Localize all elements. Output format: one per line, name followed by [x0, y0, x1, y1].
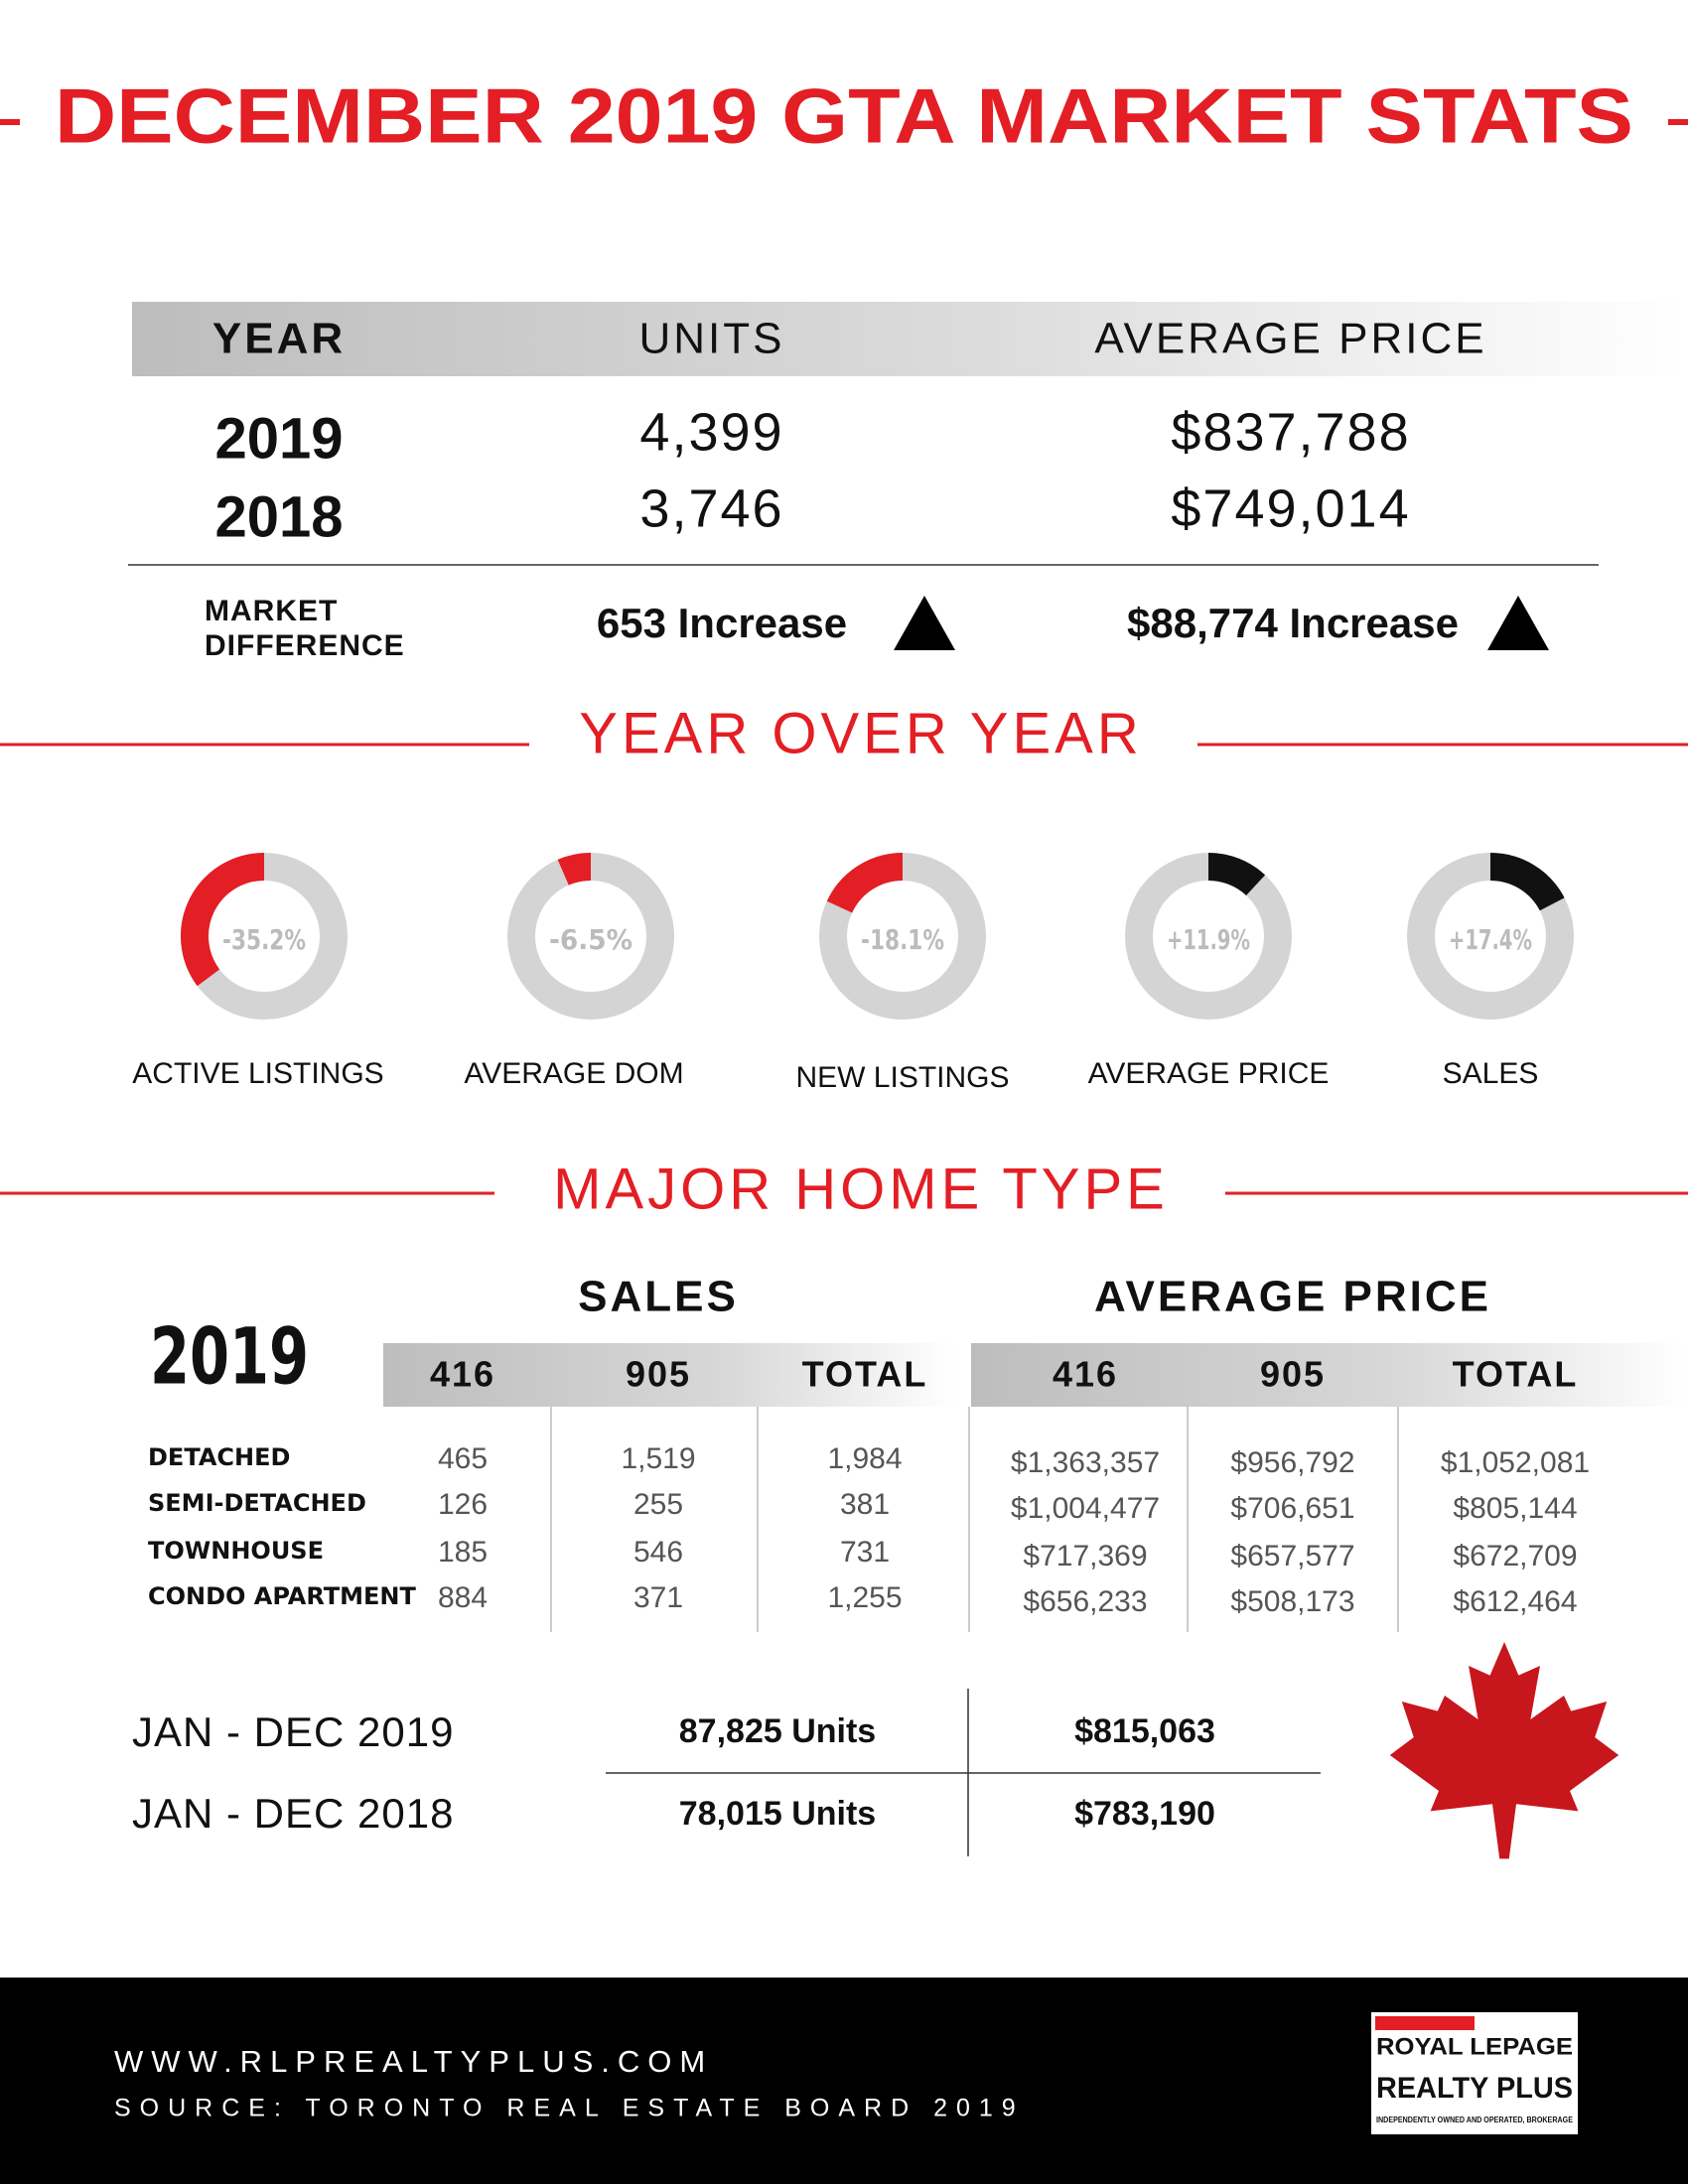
- column-header: UNITS: [639, 315, 785, 363]
- price-header-bar: [971, 1343, 1688, 1407]
- donut-category: ACTIVE LISTINGS: [132, 1057, 383, 1090]
- donut-value-label: -35.2%: [222, 923, 306, 956]
- annual-period: JAN - DEC 2018: [132, 1790, 454, 1837]
- price-cell: $717,369: [1023, 1540, 1147, 1572]
- donut-category: NEW LISTINGS: [795, 1061, 1009, 1094]
- sales-cell: 1,519: [621, 1442, 695, 1475]
- price-cell: $1,363,357: [1011, 1446, 1160, 1479]
- sales-cell: 1,255: [827, 1581, 902, 1614]
- price-cell: $672,709: [1453, 1540, 1577, 1572]
- sales-cell: 546: [633, 1536, 683, 1569]
- price-cell: $1,052,081: [1441, 1446, 1590, 1479]
- sales-cell: 465: [438, 1442, 488, 1475]
- home-type-label: DETACHED: [148, 1443, 290, 1471]
- difference-label: DIFFERENCE: [205, 629, 405, 662]
- sales-cell: 731: [840, 1536, 890, 1569]
- donut-category: AVERAGE DOM: [464, 1057, 683, 1090]
- header-bar: [132, 302, 1688, 376]
- logo-red-bar: [1375, 2016, 1475, 2030]
- donut-category: SALES: [1443, 1057, 1539, 1090]
- price-cell: $956,792: [1230, 1446, 1354, 1479]
- table-year: 2019: [150, 1312, 309, 1402]
- price-cell: $508,173: [1230, 1585, 1354, 1618]
- table-column-header: 416: [1053, 1354, 1118, 1395]
- column-header: YEAR: [212, 315, 346, 363]
- table-column-header: 905: [626, 1354, 691, 1395]
- donut-value-label: +11.9%: [1167, 923, 1250, 956]
- price-cell: $612,464: [1453, 1585, 1577, 1618]
- year-cell: 2018: [214, 484, 343, 549]
- year-cell: 2019: [214, 406, 343, 471]
- maple-leaf: [1389, 1642, 1619, 1859]
- value-cell: $749,014: [1171, 478, 1410, 538]
- sales-cell: 1,984: [827, 1442, 902, 1475]
- logo-box: [1371, 2012, 1578, 2134]
- price-cell: $656,233: [1023, 1585, 1147, 1618]
- home-type-label: TOWNHOUSE: [148, 1537, 324, 1565]
- sales-cell: 185: [438, 1536, 488, 1569]
- table-column-header: 416: [430, 1354, 495, 1395]
- donut-arc: [1489, 853, 1565, 911]
- sales-cell: 884: [438, 1581, 488, 1614]
- price-cell: $1,004,477: [1011, 1492, 1160, 1525]
- table-column-header: TOTAL: [802, 1354, 928, 1395]
- sales-cell: 255: [633, 1488, 683, 1521]
- sales-cell: 381: [840, 1488, 890, 1521]
- increase-arrow: [1487, 596, 1549, 650]
- logo-text: ROYAL LEPAGE: [1376, 2033, 1573, 2060]
- home-type-label: CONDO APARTMENT: [148, 1582, 416, 1610]
- sales-cell: 371: [633, 1581, 683, 1614]
- price-cell: $706,651: [1230, 1492, 1354, 1525]
- section-title: MAJOR HOME TYPE: [553, 1157, 1169, 1221]
- source: SOURCE: TORONTO REAL ESTATE BOARD 2019: [114, 2095, 1025, 2122]
- value-cell: 4,399: [639, 402, 783, 462]
- difference-value: $88,774 Increase: [1127, 600, 1459, 646]
- annual-price: $815,063: [1074, 1712, 1215, 1750]
- home-type-label: SEMI-DETACHED: [148, 1489, 366, 1517]
- page-title: DECEMBER 2019 GTA MARKET STATS: [55, 72, 1633, 160]
- annual-price: $783,190: [1074, 1795, 1215, 1833]
- annual-units: 87,825 Units: [679, 1712, 876, 1750]
- value-cell: $837,788: [1171, 402, 1410, 462]
- logo-text: REALTY PLUS: [1376, 2072, 1573, 2105]
- table-column-header: TOTAL: [1453, 1354, 1579, 1395]
- table-group-title: AVERAGE PRICE: [1094, 1273, 1491, 1321]
- donut-arc: [1207, 853, 1266, 896]
- table-dividers: [550, 1407, 1399, 1632]
- section-title: YEAR OVER YEAR: [579, 701, 1142, 765]
- donut-category: AVERAGE PRICE: [1088, 1057, 1330, 1090]
- sales-cell: 126: [438, 1488, 488, 1521]
- value-cell: 3,746: [639, 478, 783, 538]
- difference-value: 653 Increase: [597, 600, 847, 646]
- donut-value-label: -18.1%: [861, 923, 944, 956]
- donut-arc: [557, 853, 592, 886]
- website: WWW.RLPREALTYPLUS.COM: [114, 2044, 713, 2079]
- table-group-title: SALES: [578, 1273, 739, 1321]
- donut-value-label: +17.4%: [1449, 923, 1532, 956]
- logo-tagline: INDEPENDENTLY OWNED AND OPERATED, BROKER…: [1376, 2116, 1574, 2124]
- sales-header-bar: [383, 1343, 957, 1407]
- price-cell: $805,144: [1453, 1492, 1577, 1525]
- price-cell: $657,577: [1230, 1540, 1354, 1572]
- increase-arrow: [894, 596, 955, 650]
- donut-value-label: -6.5%: [549, 923, 633, 956]
- annual-units: 78,015 Units: [679, 1795, 876, 1833]
- annual-period: JAN - DEC 2019: [132, 1708, 454, 1755]
- donut-arc: [181, 853, 265, 987]
- table-column-header: 905: [1260, 1354, 1326, 1395]
- column-header: AVERAGE PRICE: [1094, 315, 1486, 363]
- difference-label: MARKET: [205, 595, 338, 627]
- donut-arc: [826, 853, 904, 914]
